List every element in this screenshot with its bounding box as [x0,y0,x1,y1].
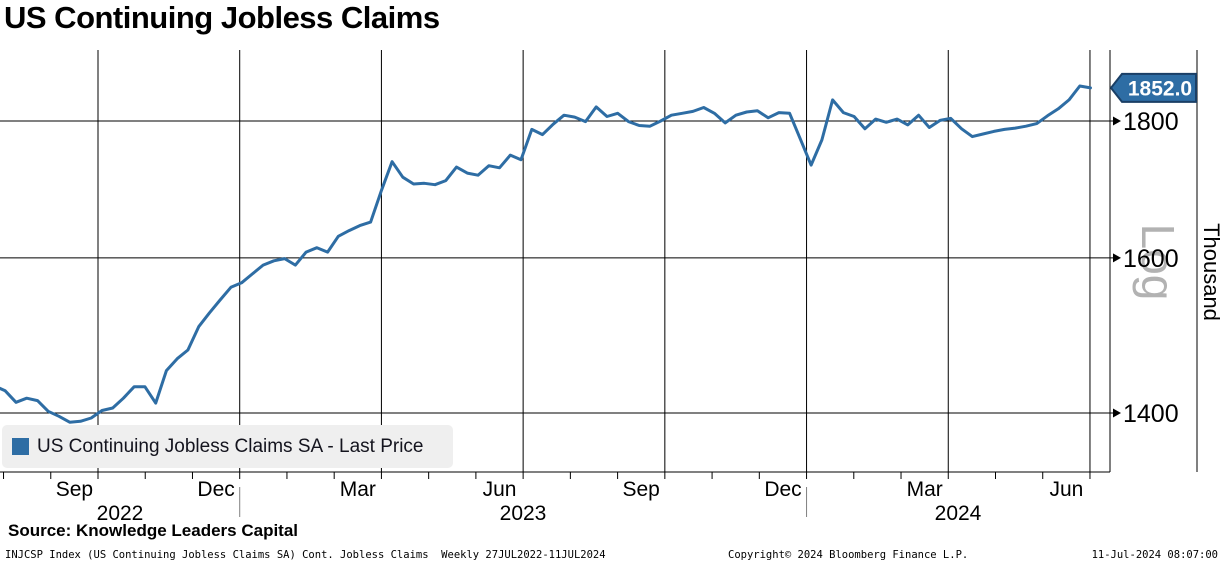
x-axis-year-labels: 2022 2023 2024 [97,502,982,525]
svg-text:Jun: Jun [1049,478,1083,501]
svg-text:Sep: Sep [623,478,660,501]
horizontal-gridlines [0,116,1121,418]
legend-series-label: US Continuing Jobless Claims SA - Last P… [37,435,424,457]
axis-unit-label: Thousand [1199,223,1224,321]
y-axis-labels: 1400 1600 1800 [1123,108,1179,428]
legend-swatch-icon [12,438,29,455]
svg-text:2022: 2022 [97,502,144,525]
svg-text:1400: 1400 [1123,400,1179,428]
svg-text:Dec: Dec [197,478,234,501]
svg-text:Mar: Mar [340,478,376,501]
svg-text:Mar: Mar [907,478,943,501]
svg-text:1600: 1600 [1123,245,1179,273]
month-ticks [3,472,1091,479]
svg-text:Dec: Dec [764,478,801,501]
source-attribution: Source: Knowledge Leaders Capital [8,521,299,540]
legend: US Continuing Jobless Claims SA - Last P… [2,425,453,468]
svg-text:Jun: Jun [483,478,517,501]
price-line [0,84,1092,424]
svg-text:1800: 1800 [1123,108,1179,136]
vertical-gridlines [97,50,1091,472]
last-price-tag: 1852.0 [1109,72,1197,103]
security-description: INJCSP Index (US Continuing Jobless Clai… [5,549,606,561]
svg-text:1852.0: 1852.0 [1128,77,1192,100]
x-axis-month-labels: Sep Dec Mar Jun Sep Dec Mar Jun [56,478,1084,501]
svg-text:Sep: Sep [56,478,93,501]
timestamp: 11-Jul-2024 08:07:00 [1091,549,1218,561]
svg-text:2024: 2024 [935,502,982,525]
svg-text:2023: 2023 [500,502,547,525]
axis-frame [0,50,1198,473]
page-title: US Continuing Jobless Claims [4,0,440,35]
copyright-notice: Copyright© 2024 Bloomberg Finance L.P. [728,549,969,561]
year-separators [239,487,808,517]
